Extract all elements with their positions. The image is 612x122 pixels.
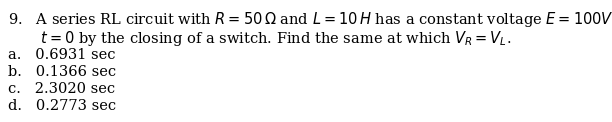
Text: d.   0.2773 sec: d. 0.2773 sec [8,99,116,113]
Text: b.   0.1366 sec: b. 0.1366 sec [8,65,116,79]
Text: $t = 0$ by the closing of a switch. Find the same at which $V_R = V_L$.: $t = 0$ by the closing of a switch. Find… [8,29,512,48]
Text: c.   2.3020 sec: c. 2.3020 sec [8,82,115,96]
Text: a.   0.6931 sec: a. 0.6931 sec [8,48,116,62]
Text: 9.   A series RL circuit with $R = 50\,\Omega$ and $L = 10\,H$ has a constant vo: 9. A series RL circuit with $R = 50\,\Om… [8,10,612,29]
